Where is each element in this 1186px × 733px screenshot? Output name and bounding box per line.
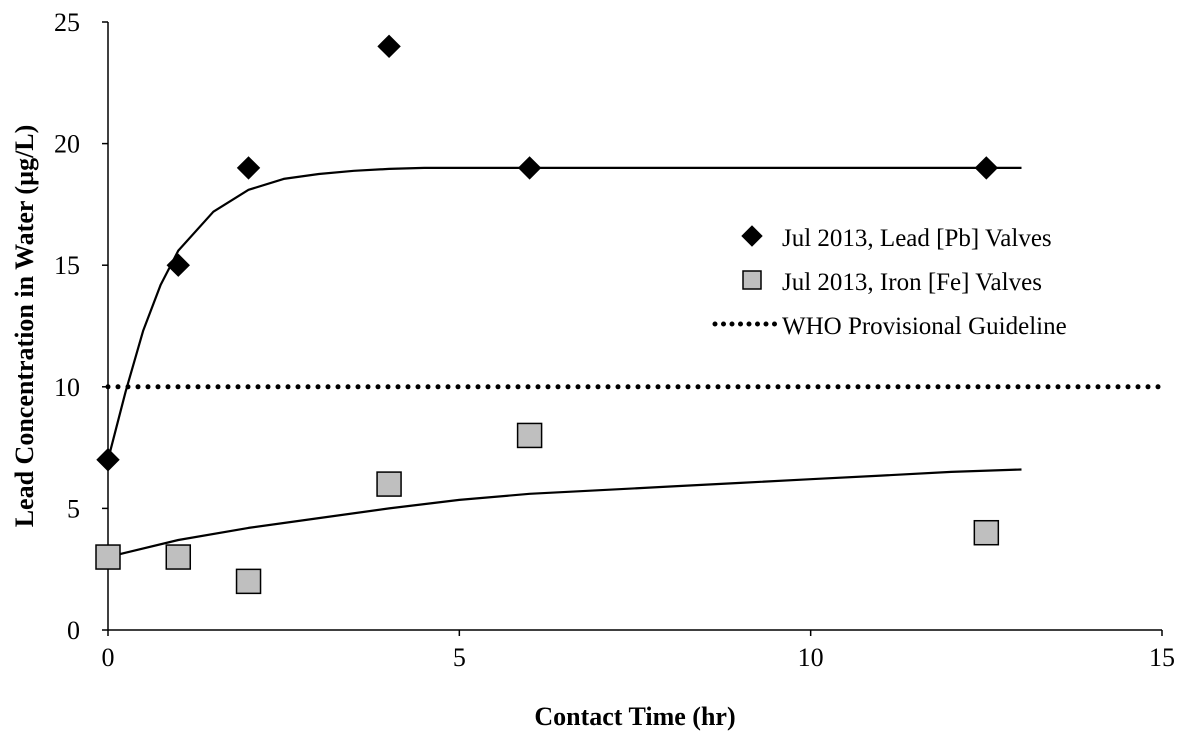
y-tick-label: 10	[54, 373, 80, 402]
x-tick-label: 0	[102, 643, 115, 672]
trendlines-group	[106, 166, 1022, 559]
lead-valves-trendline	[106, 166, 1022, 461]
lead-data-point	[166, 253, 190, 277]
lead-data-point	[377, 34, 401, 59]
lead-data-point	[974, 156, 999, 180]
lead-data-point	[236, 156, 261, 180]
y-tick-label: 25	[54, 8, 80, 37]
y-axis-title: Lead Concentration in Water (µg/L)	[10, 125, 39, 528]
y-tick-label: 5	[67, 494, 80, 523]
y-tick-label: 20	[54, 130, 80, 159]
iron-data-point	[165, 544, 192, 570]
legend-diamond-marker	[741, 225, 763, 247]
x-axis-title: Contact Time (hr)	[534, 702, 735, 731]
y-tick-label: 15	[54, 251, 80, 280]
lead-data-point	[96, 448, 120, 472]
legend-label: Jul 2013, Iron [Fe] Valves	[782, 269, 1042, 296]
lead-data-point	[517, 156, 542, 180]
iron-data-point	[235, 568, 262, 595]
chart-axes	[107, 22, 1162, 631]
legend: Jul 2013, Lead [Pb] Valves Jul 2013, Iron…	[712, 225, 1067, 340]
iron-data-point	[376, 471, 402, 497]
legend-label: Jul 2013, Lead [Pb] Valves	[782, 225, 1052, 252]
x-tick-label: 15	[1149, 643, 1175, 672]
iron-valves-trendline	[107, 468, 1022, 559]
iron-data-point	[95, 544, 121, 570]
iron-data-point	[973, 519, 1000, 546]
y-tick-label: 0	[67, 616, 80, 645]
iron-data-point	[516, 422, 543, 449]
x-tick-label: 5	[453, 643, 466, 672]
legend-label: WHO Provisional Guideline	[782, 313, 1067, 340]
chart-ticks: 0 5 10 15 20 25 0 5 10 15	[54, 8, 1175, 672]
x-tick-label: 10	[798, 643, 824, 672]
data-points-group	[95, 34, 1000, 595]
legend-square-marker	[742, 270, 762, 290]
